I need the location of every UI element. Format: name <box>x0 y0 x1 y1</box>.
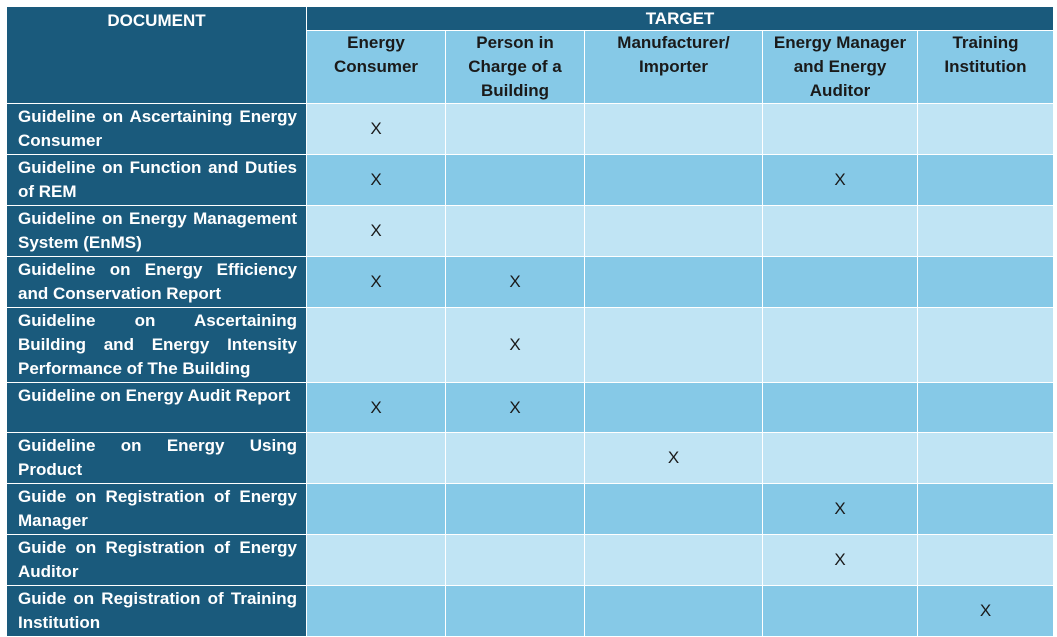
mark-cell: X <box>306 382 446 433</box>
mark-cell <box>445 534 585 586</box>
mark-cell <box>584 256 763 308</box>
document-target-table: DOCUMENT TARGET Energy Consumer Person i… <box>6 6 1055 637</box>
mark-cell <box>584 382 763 433</box>
mark-cell <box>445 154 585 206</box>
mark-cell <box>916 154 1055 206</box>
table-row: Guideline on Energy Efficiency and Conse… <box>6 256 1055 308</box>
mark-cell: X <box>762 154 918 206</box>
mark-cell <box>916 256 1055 308</box>
mark-cell <box>445 585 585 637</box>
table-row: Guide on Registration of Training Instit… <box>6 585 1055 637</box>
document-column-header: DOCUMENT <box>6 6 307 104</box>
mark-cell <box>584 483 763 535</box>
target-col-manufacturer-importer: Manufacturer/ Importer <box>584 30 763 104</box>
mark-cell <box>762 256 918 308</box>
mark-cell <box>445 483 585 535</box>
mark-cell <box>306 307 446 383</box>
document-name: Guide on Registration of Energy Auditor <box>6 534 307 586</box>
mark-cell: X <box>306 154 446 206</box>
mark-cell: X <box>306 103 446 155</box>
mark-cell <box>584 205 763 257</box>
table-row: Guideline on Ascertaining Energy Consume… <box>6 103 1055 155</box>
mark-cell: X <box>445 256 585 308</box>
document-name: Guideline on Energy Audit Report <box>6 382 307 433</box>
mark-cell <box>445 432 585 484</box>
mark-cell <box>916 382 1055 433</box>
table-row: Guideline on Energy Management System (E… <box>6 205 1055 257</box>
mark-cell <box>916 483 1055 535</box>
mark-cell <box>762 585 918 637</box>
mark-cell <box>916 307 1055 383</box>
mark-cell <box>584 103 763 155</box>
mark-cell <box>762 382 918 433</box>
mark-cell: X <box>762 483 918 535</box>
mark-cell <box>584 585 763 637</box>
table-row: Guideline on Energy Using Product X <box>6 432 1055 484</box>
document-name: Guideline on Energy Using Product <box>6 432 307 484</box>
table-row: Guide on Registration of Energy Auditor … <box>6 534 1055 586</box>
mark-cell <box>445 103 585 155</box>
mark-cell: X <box>306 205 446 257</box>
mark-cell <box>584 534 763 586</box>
mark-cell: X <box>445 307 585 383</box>
mark-cell <box>445 205 585 257</box>
mark-cell: X <box>584 432 763 484</box>
mark-cell: X <box>306 256 446 308</box>
mark-cell: X <box>445 382 585 433</box>
mark-cell: X <box>916 585 1055 637</box>
target-col-person-in-charge: Person in Charge of a Building <box>445 30 585 104</box>
mark-cell: X <box>762 534 918 586</box>
target-col-energy-consumer: Energy Consumer <box>306 30 446 104</box>
table-row: Guideline on Function and Duties of REM … <box>6 154 1055 206</box>
mark-cell <box>916 205 1055 257</box>
table-row: Guideline on Ascertaining Building and E… <box>6 307 1055 383</box>
mark-cell <box>306 534 446 586</box>
mark-cell <box>762 307 918 383</box>
mark-cell <box>306 585 446 637</box>
table-row: Guideline on Energy Audit Report X X <box>6 382 1055 433</box>
target-group-header: TARGET <box>305 6 1055 31</box>
document-name: Guideline on Ascertaining Building and E… <box>6 307 307 383</box>
mark-cell <box>916 432 1055 484</box>
target-col-training-institution: Training Institution <box>916 30 1055 104</box>
document-name: Guideline on Function and Duties of REM <box>6 154 307 206</box>
mark-cell <box>306 432 446 484</box>
table-row: Guide on Registration of Energy Manager … <box>6 483 1055 535</box>
mark-cell <box>306 483 446 535</box>
document-name: Guideline on Ascertaining Energy Consume… <box>6 103 307 155</box>
document-name: Guideline on Energy Management System (E… <box>6 205 307 257</box>
mark-cell <box>762 103 918 155</box>
target-col-energy-manager-auditor: Energy Manager and Energy Auditor <box>762 30 918 104</box>
mark-cell <box>584 154 763 206</box>
document-name: Guide on Registration of Training Instit… <box>6 585 307 637</box>
mark-cell <box>916 534 1055 586</box>
mark-cell <box>762 432 918 484</box>
mark-cell <box>762 205 918 257</box>
mark-cell <box>916 103 1055 155</box>
document-name: Guide on Registration of Energy Manager <box>6 483 307 535</box>
mark-cell <box>584 307 763 383</box>
document-name: Guideline on Energy Efficiency and Conse… <box>6 256 307 308</box>
